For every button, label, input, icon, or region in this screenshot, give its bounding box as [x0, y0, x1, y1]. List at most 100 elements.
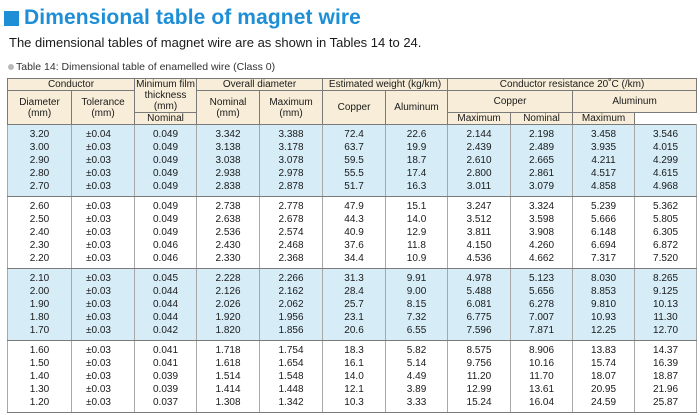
table-cell: 0.049: [134, 124, 198, 141]
table-cell: 6.081: [447, 298, 512, 311]
table-cell: 9.756: [447, 357, 512, 370]
table-cell: 6.278: [510, 298, 574, 311]
table-cell: 12.1: [322, 383, 387, 396]
table-cell: 4.517: [572, 167, 636, 180]
table-cell: 5.656: [510, 285, 574, 298]
table-cell: ±0.03: [70, 196, 136, 213]
table-cell: ±0.03: [70, 340, 136, 357]
table-cell: 8.030: [572, 268, 636, 285]
table-cell: 2.40: [7, 226, 72, 239]
table-cell: 4.536: [447, 252, 512, 269]
table-cell: 2.062: [259, 298, 324, 311]
table-cell: ±0.03: [70, 154, 136, 167]
table-cell: 47.9: [322, 196, 387, 213]
table-cell: 1.342: [259, 396, 324, 413]
header-overall-diameter: Overall diameter: [196, 78, 324, 91]
header-row-3: Nominal Maximum Nominal Maximum: [8, 112, 697, 125]
table-cell: 18.07: [572, 370, 636, 383]
table-cell: 2.468: [259, 239, 324, 252]
table-cell: 18.87: [634, 370, 698, 383]
table-cell: 15.1: [385, 196, 449, 213]
table-cell: 2.738: [196, 196, 261, 213]
table-cell: 2.638: [196, 213, 261, 226]
header-row-1: Conductor Minimum film thickness (mm) Ov…: [6, 78, 698, 113]
table-cell: 3.546: [634, 124, 698, 141]
table-cell: 7.871: [510, 324, 574, 341]
table-row: 2.20 ±0.03 0.046 2.330 2.368 34.4 10.9 4.536 4.6…: [7, 252, 698, 269]
table-row: 2.30 ±0.03 0.046 2.430 2.468 37.6 11.8 4.150 4.2…: [7, 239, 698, 252]
header-res-copper: Copper: [447, 90, 574, 113]
table-cell: 19.9: [385, 141, 449, 154]
table-cell: 10.13: [634, 298, 698, 311]
table-cell: 1.414: [196, 383, 261, 396]
table-cell: 63.7: [322, 141, 387, 154]
table-cell: 44.3: [322, 213, 387, 226]
table-cell: 5.14: [385, 357, 449, 370]
title-bar: Dimensional table of magnet wire: [4, 6, 361, 30]
table-cell: 6.148: [572, 226, 636, 239]
table-cell: 9.810: [572, 298, 636, 311]
table-cell: 3.388: [259, 124, 324, 141]
table-cell: ±0.03: [70, 370, 136, 383]
table-cell: 1.754: [259, 340, 324, 357]
table-cell: 12.99: [447, 383, 512, 396]
table-cell: 2.978: [259, 167, 324, 180]
table-cell: ±0.03: [70, 226, 136, 239]
header-res-aluminum-maximum: Maximum: [572, 112, 636, 125]
table-cell: 14.37: [634, 340, 698, 357]
table-cell: 2.536: [196, 226, 261, 239]
table-cell: 4.662: [510, 252, 574, 269]
table-cell: 3.247: [447, 196, 512, 213]
table-cell: 0.037: [134, 396, 198, 413]
table-cell: ±0.03: [70, 239, 136, 252]
table-caption: Table 14: Dimensional table of enamelled…: [16, 61, 276, 73]
header-res-aluminum-nominal: Nominal: [510, 112, 574, 125]
table-cell: 14.0: [322, 370, 387, 383]
table-cell: 0.049: [134, 180, 198, 197]
table-cell: ±0.03: [70, 167, 136, 180]
table-cell: 10.16: [510, 357, 574, 370]
table-cell: 2.838: [196, 180, 261, 197]
table-cell: 3.598: [510, 213, 574, 226]
table-cell: ±0.03: [70, 252, 136, 269]
table-cell: ±0.03: [70, 396, 136, 413]
table-row: 1.50 ±0.03 0.041 1.618 1.654 16.1 5.14 9.756 10.…: [7, 357, 698, 370]
table-cell: 3.00: [7, 141, 72, 154]
table-cell: 1.618: [196, 357, 261, 370]
square-icon: [4, 10, 19, 26]
table-cell: 11.8: [385, 239, 449, 252]
table-row: 1.30 ±0.03 0.039 1.414 1.448 12.1 3.89 12.99 13.…: [7, 383, 698, 396]
table-cell: 6.55: [385, 324, 449, 341]
table-cell: 1.20: [7, 396, 72, 413]
table-cell: 9.00: [385, 285, 449, 298]
table-cell: 0.049: [134, 154, 198, 167]
page-title: Dimensional table of magnet wire: [24, 6, 361, 29]
table-cell: 8.906: [510, 340, 574, 357]
table-cell: 4.615: [634, 167, 698, 180]
table-cell: 4.015: [634, 141, 698, 154]
table-cell: 0.049: [134, 196, 198, 213]
table-cell: 2.574: [259, 226, 324, 239]
table-cell: ±0.03: [70, 141, 136, 154]
header-nominal: Nominal (mm): [196, 90, 261, 125]
table-cell: 5.805: [634, 213, 698, 226]
table-cell: 6.872: [634, 239, 698, 252]
table-cell: 2.266: [259, 268, 324, 285]
table-cell: 12.70: [634, 324, 698, 341]
table-cell: 1.70: [7, 324, 72, 341]
table-cell: 6.305: [634, 226, 698, 239]
table-cell: 2.938: [196, 167, 261, 180]
table-cell: 4.211: [572, 154, 636, 167]
table-cell: 1.920: [196, 311, 261, 324]
table-cell: 6.775: [447, 311, 512, 324]
table-cell: 4.978: [447, 268, 512, 285]
table-cell: 3.324: [510, 196, 574, 213]
table-cell: 1.40: [7, 370, 72, 383]
table-cell: 7.520: [634, 252, 698, 269]
table-row: 3.00 ±0.03 0.049 3.138 3.178 63.7 19.9 2.439 2.4…: [7, 141, 698, 154]
table-cell: 4.49: [385, 370, 449, 383]
table-cell: 31.3: [322, 268, 387, 285]
table-cell: 1.514: [196, 370, 261, 383]
table-cell: 2.330: [196, 252, 261, 269]
table-cell: 2.665: [510, 154, 574, 167]
